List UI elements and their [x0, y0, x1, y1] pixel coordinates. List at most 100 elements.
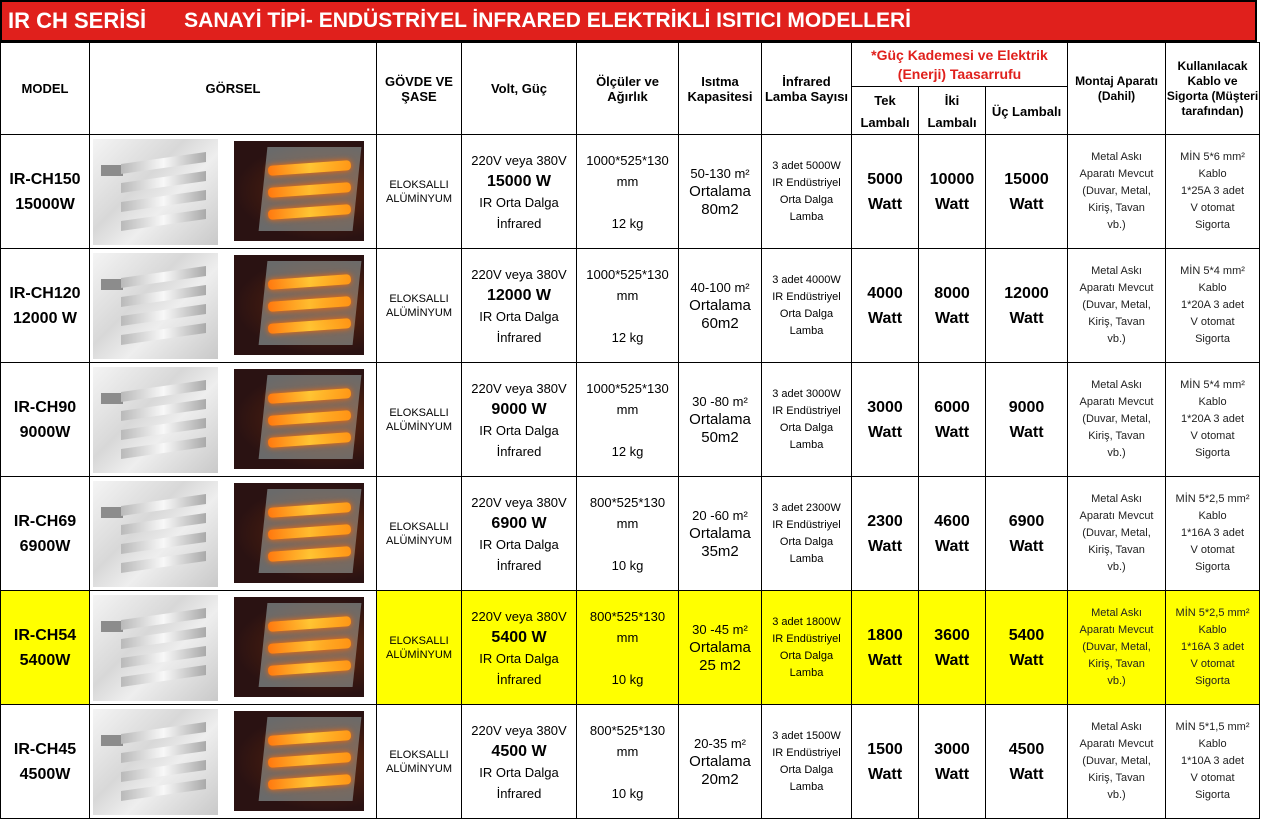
volt-power: 220V veya 380V 5400 W IR Orta Dalga İnfr… — [461, 590, 577, 705]
single-lamp-power: 3000 Watt — [851, 362, 919, 477]
body-material: ELOKSALLI ALÜMİNYUM — [376, 248, 462, 363]
heater-photo-off — [93, 594, 218, 701]
heater-photo-on — [234, 596, 364, 697]
model-name: IR-CH54 — [13, 626, 77, 644]
heater-photo-off — [93, 480, 218, 587]
model-name: IR-CH150 — [9, 170, 81, 188]
table-row: IR-CH90 9000W — [0, 362, 1261, 477]
body-material: ELOKSALLI ALÜMİNYUM — [376, 476, 462, 591]
model-power: 9000W — [19, 423, 71, 441]
lamp-count: 3 adet 1800W IR Endüstriyel Orta Dalga L… — [761, 590, 852, 705]
dimensions-weight: 800*525*130 mm 10 kg — [576, 704, 679, 819]
lamp-count: 3 adet 3000W IR Endüstriyel Orta Dalga L… — [761, 362, 852, 477]
triple-lamp-power: 4500 Watt — [984, 704, 1069, 819]
double-lamp-power: 8000 Watt — [918, 248, 986, 363]
header-lamba: İnfrared Lamba Sayısı — [761, 42, 852, 135]
cable-fuse-info: MİN 5*4 mm² Kablo 1*20A 3 adet V otomat … — [1165, 362, 1261, 477]
image-cell — [89, 362, 377, 477]
series-title: IR CH SERİSİ — [8, 8, 147, 33]
heating-capacity: 20 -60 m² Ortalama 35m2 — [678, 476, 762, 591]
double-lamp-power: 3600 Watt — [918, 590, 986, 705]
triple-lamp-power: 15000 Watt — [984, 134, 1069, 249]
dimensions-weight: 800*525*130 mm 10 kg — [576, 476, 679, 591]
header-volt: Volt, Güç — [461, 42, 577, 135]
header-iki: İki Lambalı — [918, 86, 986, 135]
body-material: ELOKSALLI ALÜMİNYUM — [376, 590, 462, 705]
single-lamp-power: 2300 Watt — [851, 476, 919, 591]
mounting-info: Metal Askı Aparatı Mevcut (Duvar, Metal,… — [1067, 134, 1167, 249]
mounting-info: Metal Askı Aparatı Mevcut (Duvar, Metal,… — [1067, 476, 1167, 591]
heater-photo-off — [93, 252, 218, 359]
single-lamp-power: 5000 Watt — [851, 134, 919, 249]
table-row: IR-CH120 12000 W — [0, 248, 1261, 363]
mounting-info: Metal Askı Aparatı Mevcut (Duvar, Metal,… — [1067, 590, 1167, 705]
model-cell: IR-CH90 9000W — [0, 362, 90, 477]
cable-fuse-info: MİN 5*6 mm² Kablo 1*25A 3 adet V otomat … — [1165, 134, 1261, 249]
dimensions-weight: 1000*525*130 mm 12 kg — [576, 248, 679, 363]
header-model: MODEL — [0, 42, 90, 135]
heater-photo-on — [234, 482, 364, 583]
model-name: IR-CH69 — [13, 512, 77, 530]
heating-capacity: 40-100 m² Ortalama 60m2 — [678, 248, 762, 363]
heater-photo-off — [93, 708, 218, 815]
image-cell — [89, 134, 377, 249]
body-material: ELOKSALLI ALÜMİNYUM — [376, 704, 462, 819]
triple-lamp-power: 12000 Watt — [984, 248, 1069, 363]
heating-capacity: 20-35 m² Ortalama 20m2 — [678, 704, 762, 819]
header-kablo: Kullanılacak Kablo ve Sigorta (Müşteri t… — [1165, 42, 1261, 135]
heater-photo-on — [234, 368, 364, 469]
header-uc: Üç Lambalı — [984, 86, 1069, 135]
lamp-count: 3 adet 4000W IR Endüstriyel Orta Dalga L… — [761, 248, 852, 363]
cable-fuse-info: MİN 5*2,5 mm² Kablo 1*16A 3 adet V otoma… — [1165, 590, 1261, 705]
dimensions-weight: 800*525*130 mm 10 kg — [576, 590, 679, 705]
cable-fuse-info: MİN 5*1,5 mm² Kablo 1*10A 3 adet V otoma… — [1165, 704, 1261, 819]
header-guc: *Güç Kademesi ve Elektrik (Enerji) Taasa… — [850, 42, 1069, 87]
triple-lamp-power: 5400 Watt — [984, 590, 1069, 705]
single-lamp-power: 4000 Watt — [851, 248, 919, 363]
model-cell: IR-CH45 4500W — [0, 704, 90, 819]
cable-fuse-info: MİN 5*2,5 mm² Kablo 1*16A 3 adet V otoma… — [1165, 476, 1261, 591]
heater-photo-off — [93, 138, 218, 245]
table-row: IR-CH150 15000W — [0, 134, 1261, 249]
model-power: 4500W — [19, 765, 71, 783]
mounting-info: Metal Askı Aparatı Mevcut (Duvar, Metal,… — [1067, 362, 1167, 477]
single-lamp-power: 1800 Watt — [851, 590, 919, 705]
double-lamp-power: 4600 Watt — [918, 476, 986, 591]
table-row: IR-CH45 4500W — [0, 704, 1261, 819]
body-material: ELOKSALLI ALÜMİNYUM — [376, 362, 462, 477]
heater-photo-on — [234, 140, 364, 241]
heater-photo-on — [234, 710, 364, 811]
image-cell — [89, 704, 377, 819]
model-power: 6900W — [19, 537, 71, 555]
lamp-count: 3 adet 2300W IR Endüstriyel Orta Dalga L… — [761, 476, 852, 591]
image-cell — [89, 476, 377, 591]
volt-power: 220V veya 380V 15000 W IR Orta Dalga İnf… — [461, 134, 577, 249]
heater-photo-off — [93, 366, 218, 473]
double-lamp-power: 3000 Watt — [918, 704, 986, 819]
lamp-count: 3 adet 5000W IR Endüstriyel Orta Dalga L… — [761, 134, 852, 249]
model-power: 12000 W — [12, 309, 78, 327]
mounting-info: Metal Askı Aparatı Mevcut (Duvar, Metal,… — [1067, 248, 1167, 363]
volt-power: 220V veya 380V 6900 W IR Orta Dalga İnfr… — [461, 476, 577, 591]
dimensions-weight: 1000*525*130 mm 12 kg — [576, 362, 679, 477]
triple-lamp-power: 9000 Watt — [984, 362, 1069, 477]
title-bar: IR CH SERİSİ SANAYİ TİPİ- ENDÜSTRİYEL İN… — [0, 0, 1257, 42]
heating-capacity: 30 -80 m² Ortalama 50m2 — [678, 362, 762, 477]
image-cell — [89, 590, 377, 705]
dimensions-weight: 1000*525*130 mm 12 kg — [576, 134, 679, 249]
model-cell: IR-CH150 15000W — [0, 134, 90, 249]
triple-lamp-power: 6900 Watt — [984, 476, 1069, 591]
heater-photo-on — [234, 254, 364, 355]
table-row: IR-CH69 6900W — [0, 476, 1261, 591]
header-montaj: Montaj Aparatı (Dahil) — [1067, 42, 1167, 135]
heating-capacity: 30 -45 m² Ortalama 25 m2 — [678, 590, 762, 705]
model-power: 5400W — [19, 651, 71, 669]
header-olcu: Ölçüler ve Ağırlık — [576, 42, 679, 135]
model-cell: IR-CH54 5400W — [0, 590, 90, 705]
double-lamp-power: 6000 Watt — [918, 362, 986, 477]
header-tek: Tek Lambalı — [851, 86, 919, 135]
main-title: SANAYİ TİPİ- ENDÜSTRİYEL İNFRARED ELEKTR… — [184, 9, 912, 32]
header-isitma: Isıtma Kapasitesi — [678, 42, 762, 135]
volt-power: 220V veya 380V 4500 W IR Orta Dalga İnfr… — [461, 704, 577, 819]
single-lamp-power: 1500 Watt — [851, 704, 919, 819]
